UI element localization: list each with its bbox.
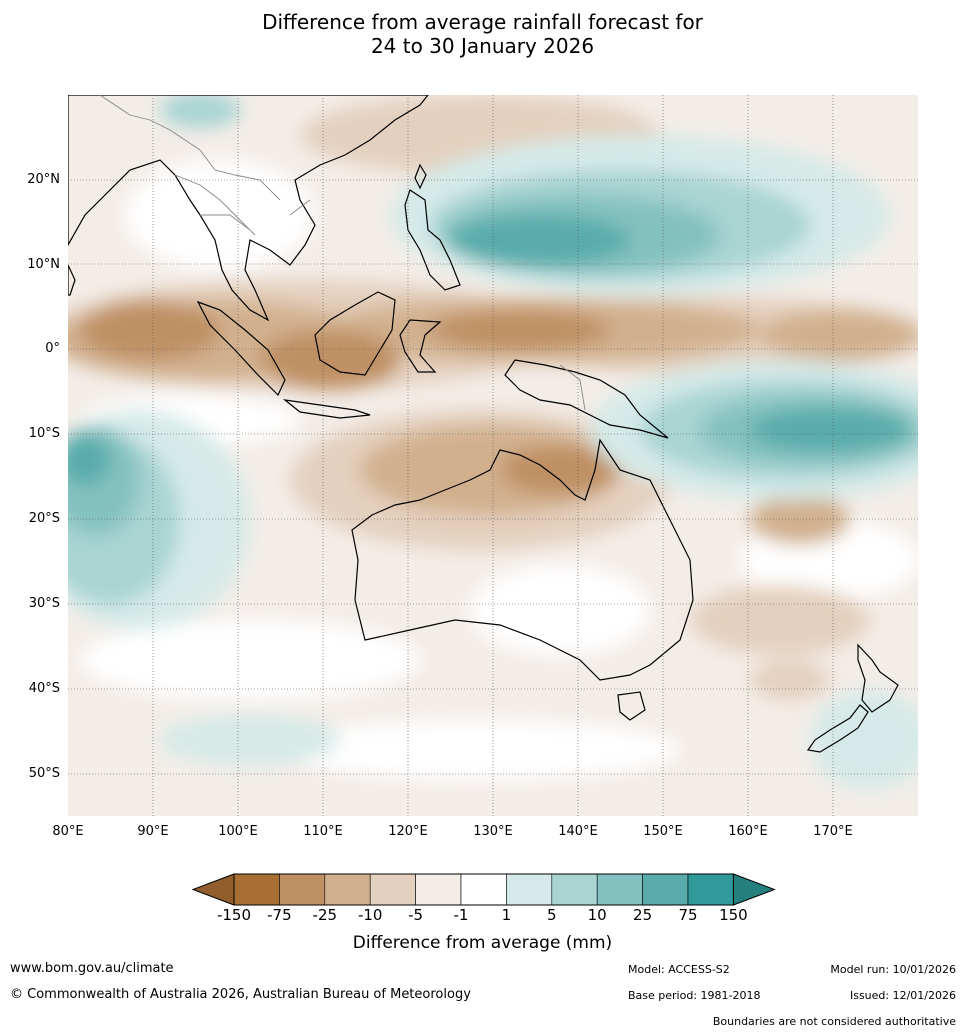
colorbar-title: Difference from average (mm) [352, 933, 613, 953]
longitude-label: 170°E [813, 824, 853, 839]
longitude-label: 150°E [643, 824, 683, 839]
longitude-label: 90°E [137, 824, 169, 839]
field-neutral [470, 565, 650, 655]
field-wet [810, 690, 918, 790]
colorbar-tick-label: 75 [678, 906, 698, 924]
sulawesi [399, 319, 442, 373]
colorbar-tick-label: 150 [719, 906, 748, 924]
colorbar-segment [324, 873, 371, 906]
field-neutral [80, 620, 420, 700]
latitude-label: 40°S [28, 680, 60, 696]
colorbar-tick-label: -25 [312, 906, 338, 924]
colorbar-tick-label: 5 [547, 906, 557, 924]
colorbar-tick-label: -150 [216, 906, 252, 924]
new-zealand-south [806, 704, 869, 753]
footer-issued: Issued: 12/01/2026 [849, 989, 956, 1002]
colorbar-segment [551, 873, 598, 906]
colorbar-segment [233, 873, 280, 906]
footer-base-period: Base period: 1981-2018 [628, 989, 761, 1002]
field-wet [68, 435, 110, 485]
latitude-label: 10°N [27, 256, 60, 272]
field-dry [760, 310, 918, 360]
footer-disclaimer: Boundaries are not considered authoritat… [712, 1015, 956, 1028]
latitude-label: 20°S [28, 511, 60, 527]
title-line-2: 24 to 30 January 2026 [370, 34, 595, 58]
field-wet [450, 215, 630, 265]
sri-lanka [68, 264, 76, 296]
colorbar-tick-label: -5 [408, 906, 424, 924]
latitude-label: 10°S [28, 426, 60, 442]
colorbar-segment [460, 873, 507, 906]
field-dry [260, 330, 400, 390]
field-dry [80, 300, 220, 360]
longitude-label: 120°E [388, 824, 428, 839]
philippines [404, 189, 461, 291]
chart-title: Difference from average rainfall forecas… [0, 10, 965, 58]
colorbar-segment [369, 873, 416, 906]
title-line-1: Difference from average rainfall forecas… [262, 10, 703, 34]
australia-landmass [351, 438, 694, 681]
colorbar-tick-label: -75 [267, 906, 292, 924]
colorbar-segment [415, 873, 462, 906]
field-wet [750, 408, 910, 452]
footer-model-run: Model run: 10/01/2026 [830, 963, 956, 976]
field-dry [430, 310, 610, 350]
latitude-label: 30°S [28, 595, 60, 611]
colorbar-segment [596, 873, 643, 906]
colorbar-tick-label: -10 [357, 906, 383, 924]
colorbar-segment [687, 873, 734, 906]
field-dry [750, 660, 830, 700]
country-boundaries [99, 95, 586, 411]
sumatra [196, 300, 286, 397]
field-wet [160, 715, 340, 765]
footer-url: www.bom.gov.au/climate [10, 961, 174, 976]
longitude-label: 110°E [303, 824, 343, 839]
footer-model: Model: ACCESS-S2 [628, 963, 730, 976]
latitude-label: 0° [45, 341, 60, 357]
latitude-label: 50°S [28, 765, 60, 781]
colorbar-tick-label: 1 [501, 906, 512, 924]
colorbar-tick-label: -1 [453, 906, 469, 924]
taiwan [414, 163, 427, 190]
new-guinea [504, 359, 669, 439]
asia-mainland [68, 95, 429, 322]
longitude-label: 130°E [473, 824, 513, 839]
footer-copyright: © Commonwealth of Australia 2026, Austra… [10, 987, 471, 1002]
colorbar-segment [506, 873, 553, 906]
colorbar-segment [279, 873, 326, 906]
field-wet [160, 95, 240, 128]
latitude-label: 20°N [27, 171, 60, 187]
colorbar-extend-high [732, 873, 776, 906]
longitude-label: 140°E [558, 824, 598, 839]
field-dry [690, 585, 870, 655]
field-neutral [280, 720, 680, 780]
colorbar-extend-low [191, 873, 235, 906]
colorbar-tick-label: 25 [633, 906, 653, 924]
field-dry [500, 445, 620, 495]
longitude-label: 160°E [728, 824, 768, 839]
longitude-label: 80°E [52, 824, 84, 839]
field-dry [750, 495, 850, 545]
colorbar-segment [642, 873, 689, 906]
colorbar-outline [233, 873, 734, 906]
borneo [314, 291, 396, 376]
rainfall-map [68, 95, 918, 816]
graticule [68, 95, 918, 816]
java [282, 399, 371, 419]
tasmania [617, 691, 646, 721]
colorbar-tick-label: 10 [587, 906, 607, 924]
new-zealand-north [857, 643, 899, 713]
longitude-label: 100°E [218, 824, 258, 839]
